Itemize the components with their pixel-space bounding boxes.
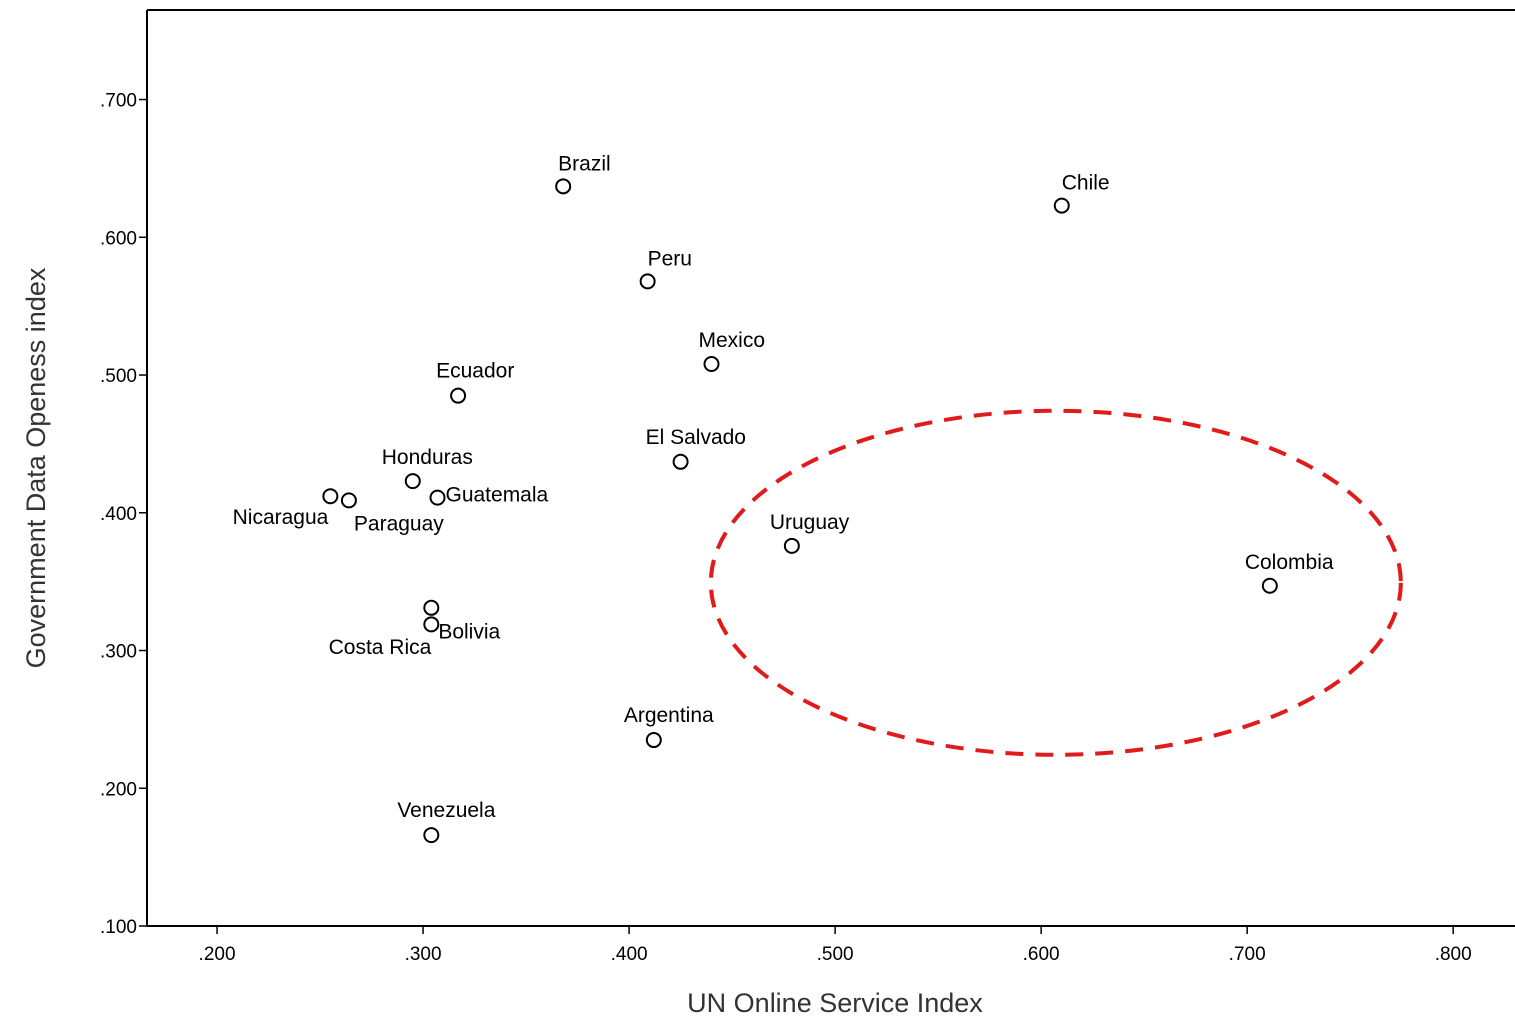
point-label: Costa Rica — [329, 636, 432, 659]
y-tick-label: .100 — [100, 917, 137, 938]
scatter-point — [423, 827, 440, 844]
scatter-point — [783, 537, 800, 554]
point-label: Venezuela — [397, 799, 495, 822]
x-axis-title: UN Online Service Index — [687, 988, 983, 1018]
scatter-point — [555, 178, 572, 195]
point-label: Ecuador — [436, 360, 514, 383]
point-label: Mexico — [699, 329, 766, 352]
point-label: Honduras — [382, 446, 473, 469]
point-label: Bolivia — [438, 620, 500, 643]
y-tick-label: .400 — [100, 504, 137, 525]
x-tick-label: .200 — [199, 944, 236, 965]
scatter-point — [645, 732, 662, 749]
x-tick-label: .800 — [1435, 944, 1472, 965]
axes: .200 .300 .400 .500 .600 .700 .800 .100 .200 .300… — [100, 9, 1515, 965]
y-tick-label: .500 — [100, 366, 137, 387]
data-points — [322, 178, 1278, 844]
scatter-point — [672, 453, 689, 470]
scatter-point — [639, 273, 656, 290]
highlight-ellipse — [708, 408, 1403, 757]
point-label: Guatemala — [445, 484, 548, 507]
scatter-point — [322, 488, 339, 505]
y-tick-label: .600 — [100, 228, 137, 249]
y-tick-label: .300 — [100, 642, 137, 663]
x-tick-label: .400 — [611, 944, 648, 965]
x-tick-label: .300 — [405, 944, 442, 965]
point-label: El Salvado — [646, 426, 746, 449]
scatter-point — [1261, 577, 1278, 594]
point-label: Chile — [1062, 172, 1110, 195]
point-label: Peru — [648, 247, 692, 270]
point-label: Nicaragua — [233, 506, 329, 529]
point-label: Uruguay — [770, 511, 850, 534]
x-tick-label: .600 — [1023, 944, 1060, 965]
scatter-point — [450, 387, 467, 404]
point-label: Argentina — [624, 704, 714, 727]
scatter-point — [404, 473, 421, 490]
x-tick-label: .500 — [817, 944, 854, 965]
point-label: Colombia — [1245, 551, 1334, 574]
y-axis-title: Government Data Openess index — [21, 267, 51, 668]
scatter-point — [340, 492, 357, 509]
x-tick-label: .700 — [1229, 944, 1266, 965]
plot-area — [147, 10, 1515, 926]
point-labels: Brazil Chile Peru Mexico Ecuador El Salvado Ho… — [233, 152, 1334, 822]
y-tick-label: .700 — [100, 91, 137, 112]
y-tick-label: .200 — [100, 779, 137, 800]
point-label: Brazil — [558, 152, 611, 175]
scatter-point — [703, 356, 720, 373]
scatter-point — [1053, 197, 1070, 214]
scatter-point — [423, 616, 440, 633]
scatter-point — [423, 599, 440, 616]
point-label: Paraguay — [354, 512, 444, 535]
scatter-point — [429, 489, 446, 506]
